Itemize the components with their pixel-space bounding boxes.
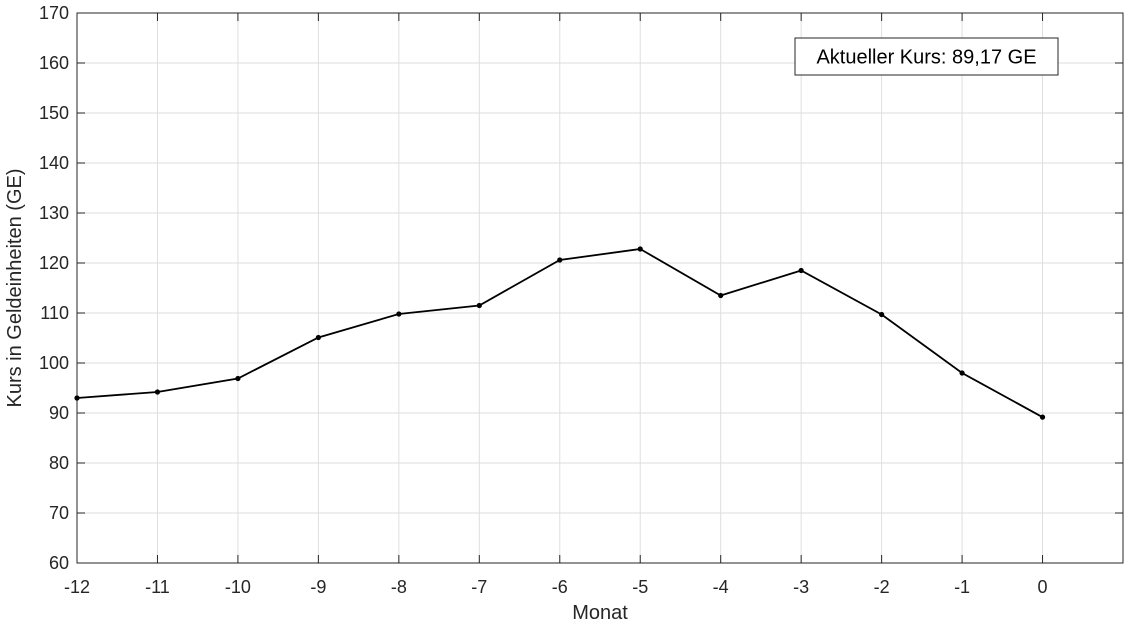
y-tick-label: 130	[39, 203, 69, 223]
x-tick-label: -5	[632, 577, 648, 597]
data-point	[74, 395, 80, 401]
x-tick-label: -3	[793, 577, 809, 597]
x-tick-label: -9	[310, 577, 326, 597]
annotation-box	[794, 37, 1059, 76]
x-tick-label: -4	[713, 577, 729, 597]
grid	[76, 12, 1123, 564]
y-tick-label: 80	[49, 453, 69, 473]
y-tick-label: 70	[49, 503, 69, 523]
x-tick-label: -1	[954, 577, 970, 597]
y-tick-label: 150	[39, 103, 69, 123]
data-point	[637, 246, 643, 252]
y-tick-label: 120	[39, 253, 69, 273]
x-tick-label: -12	[64, 577, 90, 597]
y-tick-label: 140	[39, 153, 69, 173]
data-point	[879, 311, 885, 318]
data-point	[557, 257, 563, 263]
y-tick-label: 110	[40, 303, 69, 323]
current-price-annotation: Aktueller Kurs: 89,17 GE	[794, 37, 1059, 76]
y-tick-label: 170	[39, 3, 69, 23]
data-point	[315, 334, 321, 341]
data-point	[154, 389, 161, 395]
series	[74, 246, 1046, 420]
y-tick-label: 60	[49, 553, 69, 573]
y-axis-title: Kurs in Geldeinheiten (GE)	[4, 168, 26, 407]
data-point	[959, 370, 965, 376]
x-tick-label: -10	[225, 577, 251, 597]
x-tick-label: -11	[145, 577, 170, 597]
ticks: -12 -11 -10 -9 -8 -7 -6 -5 -4 -3 -2 -1 0607080901001…	[39, 3, 1123, 597]
data-point	[396, 311, 402, 317]
x-tick-label: -7	[471, 577, 487, 597]
data-point	[718, 292, 724, 299]
data-point	[1039, 414, 1046, 420]
data-point	[798, 267, 804, 274]
x-tick-label: 0	[1038, 577, 1048, 597]
data-point	[235, 375, 241, 382]
plot-frame	[76, 12, 1124, 564]
x-tick-label: -8	[391, 577, 407, 597]
data-point	[476, 302, 482, 309]
x-tick-label: -6	[552, 577, 568, 597]
y-tick-label: 160	[39, 53, 69, 73]
annotation-text: Aktueller Kurs: 89,17 GE	[816, 47, 1036, 69]
x-axis-title: Monat	[572, 602, 628, 624]
x-tick-label: -2	[874, 577, 890, 597]
y-tick-label: 90	[49, 403, 69, 423]
y-tick-label: 100	[39, 353, 69, 373]
